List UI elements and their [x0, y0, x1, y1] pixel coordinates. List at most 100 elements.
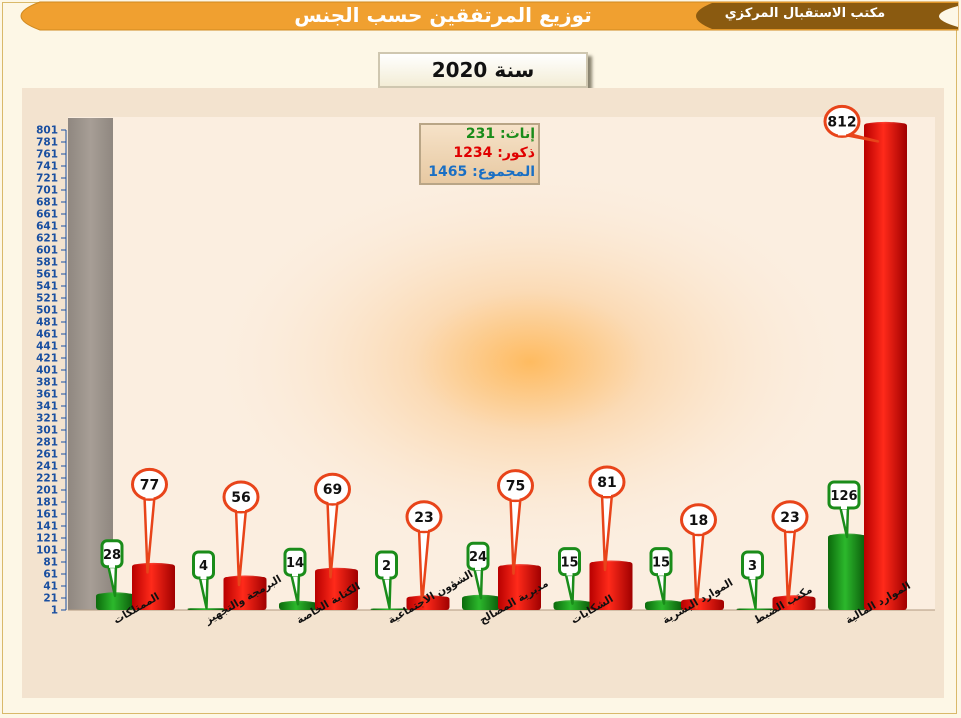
bar-female [96, 592, 134, 610]
svg-text:126: 126 [830, 489, 857, 504]
data-label-female: 2 [375, 550, 398, 610]
data-label-male: 75 [497, 469, 534, 575]
data-label-male: 23 [771, 500, 809, 607]
y-tick-label: 441 [36, 341, 58, 353]
y-tick-label: 1 [51, 605, 58, 617]
svg-text:3: 3 [748, 559, 757, 574]
bar-male [681, 598, 724, 610]
data-label-female: 28 [100, 539, 124, 598]
data-label-male: 56 [222, 480, 260, 587]
y-tick-label: 781 [36, 137, 58, 149]
y-tick-label: 721 [36, 173, 58, 185]
bar-male [772, 595, 816, 610]
bar-male [315, 567, 358, 610]
svg-text:15: 15 [560, 556, 578, 571]
svg-text:23: 23 [780, 510, 799, 526]
office-label: مكتب الاستقبال المركزي [724, 6, 886, 21]
svg-text:81: 81 [597, 475, 616, 491]
data-label-male: 812 [823, 104, 880, 143]
y-tick-label: 81 [43, 557, 58, 569]
y-tick-label: 361 [36, 389, 58, 401]
data-label-female: 14 [283, 547, 307, 606]
legend-female: إناث: 231 [465, 126, 535, 142]
bar-male [589, 560, 633, 610]
svg-text:14: 14 [286, 556, 304, 571]
y-tick-label: 281 [36, 437, 58, 449]
y-tick-label: 641 [36, 221, 58, 233]
header-bar: توزيع المرتفقين حسب الجنس مكتب الاستقبال… [0, 0, 961, 36]
data-label-male: 81 [588, 465, 626, 572]
y-tick-label: 101 [36, 545, 58, 557]
y-tick-label: 621 [36, 233, 58, 245]
svg-text:28: 28 [103, 548, 121, 563]
y-tick-label: 521 [36, 293, 58, 305]
y-tick-label: 321 [36, 413, 58, 425]
svg-text:812: 812 [827, 114, 856, 130]
y-tick-label: 241 [36, 461, 58, 473]
y-tick-label: 741 [36, 161, 58, 173]
bar-male [498, 564, 541, 610]
header-shapes [20, 1, 959, 31]
y-tick-label: 501 [36, 305, 58, 317]
data-label-male: 77 [131, 467, 168, 574]
data-label-female: 24 [466, 541, 490, 600]
data-label-female: 15 [649, 547, 673, 605]
data-label-female: 126 [827, 480, 861, 539]
svg-text:77: 77 [140, 477, 159, 493]
data-label-female: 4 [192, 550, 215, 610]
svg-text:18: 18 [689, 513, 708, 529]
svg-text:69: 69 [323, 482, 342, 498]
y-tick-label: 661 [36, 209, 58, 221]
svg-text:75: 75 [506, 479, 525, 495]
bar-male [406, 595, 450, 610]
y-tick-label: 121 [36, 533, 58, 545]
bar-female [370, 608, 409, 610]
bar-male [223, 575, 267, 610]
svg-text:56: 56 [231, 490, 250, 506]
y-tick-label: 41 [43, 581, 58, 593]
data-label-male: 18 [680, 503, 717, 610]
y-tick-label: 181 [36, 497, 58, 509]
y-tick-label: 301 [36, 425, 58, 437]
y-tick-label: 601 [36, 245, 58, 257]
y-tick-label: 681 [36, 197, 58, 209]
data-label-male: 23 [405, 500, 443, 607]
svg-text:2: 2 [382, 559, 391, 574]
y-tick-label: 221 [36, 473, 58, 485]
y-tick-label: 421 [36, 353, 58, 365]
chart-title: توزيع المرتفقين حسب الجنس [294, 3, 592, 27]
y-tick-label: 561 [36, 269, 58, 281]
y-tick-label: 341 [36, 401, 58, 413]
y-tick-label: 461 [36, 329, 58, 341]
y-tick-label: 541 [36, 281, 58, 293]
side-wall [68, 118, 113, 610]
data-label-male: 69 [314, 472, 351, 579]
y-tick-label: 21 [43, 593, 58, 605]
plot-glow [200, 162, 860, 562]
y-tick-label: 261 [36, 449, 58, 461]
year-label: سنة 2020 [378, 52, 588, 88]
bar-male [132, 562, 175, 610]
legend-male: ذكور: 1234 [453, 145, 535, 161]
y-tick-label: 701 [36, 185, 58, 197]
y-tick-label: 401 [36, 365, 58, 377]
y-tick-label: 141 [36, 521, 58, 533]
data-label-female: 3 [741, 550, 764, 610]
y-tick-label: 581 [36, 257, 58, 269]
bar-female [828, 533, 866, 610]
svg-text:24: 24 [469, 550, 487, 565]
y-tick-label: 201 [36, 485, 58, 497]
svg-text:15: 15 [652, 556, 670, 571]
data-label-female: 15 [558, 547, 581, 605]
y-tick-label: 761 [36, 149, 58, 161]
svg-text:23: 23 [414, 510, 433, 526]
y-tick-label: 481 [36, 317, 58, 329]
y-tick-label: 381 [36, 377, 58, 389]
legend-total: المجموع: 1465 [428, 164, 535, 180]
y-tick-label: 801 [36, 125, 58, 137]
bar-male [864, 121, 907, 611]
y-tick-label: 61 [43, 569, 58, 581]
bar-female [736, 608, 775, 610]
svg-text:4: 4 [199, 559, 208, 574]
